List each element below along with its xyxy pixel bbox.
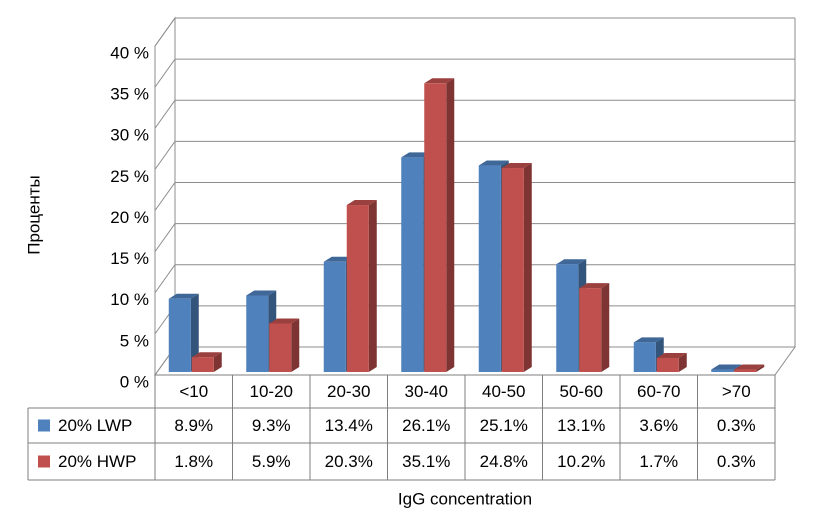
bar-side — [213, 352, 222, 372]
y-tick-label: 30 % — [110, 126, 149, 145]
data-label: 24.8% — [480, 452, 528, 471]
bar-top — [734, 364, 765, 370]
x-tick-label: 50-60 — [560, 382, 603, 401]
bar-top — [556, 259, 587, 265]
legend-label: 20% HWP — [58, 452, 136, 471]
y-tick-label: 25 % — [110, 167, 149, 186]
bar — [501, 168, 524, 372]
bar — [633, 342, 656, 372]
grid-line — [154, 58, 795, 88]
bar-side — [601, 283, 610, 372]
bar — [323, 261, 346, 372]
bar-top — [579, 283, 610, 289]
bar — [734, 369, 757, 372]
bar-top — [168, 293, 199, 299]
bar-top — [424, 78, 455, 84]
data-label: 13.4% — [325, 416, 373, 435]
bar-side — [756, 364, 765, 372]
bar-top — [633, 337, 664, 343]
x-tick-label: 30-40 — [405, 382, 448, 401]
bar — [556, 264, 579, 372]
x-tick-label: 20-30 — [327, 382, 370, 401]
bar-top — [191, 352, 222, 358]
bar-top — [711, 364, 742, 370]
bar — [656, 358, 679, 372]
y-tick-label: 0 % — [120, 372, 149, 391]
data-label: 8.9% — [174, 416, 213, 435]
bar-top — [269, 318, 300, 324]
x-tick-label: 10-20 — [250, 382, 293, 401]
grid-line — [154, 264, 795, 294]
data-label: 0.3% — [717, 416, 756, 435]
x-tick-label: <10 — [179, 382, 208, 401]
bar — [191, 357, 214, 372]
data-label: 13.1% — [557, 416, 605, 435]
data-label: 20.3% — [325, 452, 373, 471]
bar — [424, 83, 447, 373]
data-label: 5.9% — [252, 452, 291, 471]
x-tick-label: 60-70 — [637, 382, 680, 401]
legend-label: 20% LWP — [58, 416, 132, 435]
bar-top — [656, 353, 687, 359]
data-label: 3.6% — [639, 416, 678, 435]
y-tick-label: 35 % — [110, 85, 149, 104]
data-label: 26.1% — [402, 416, 450, 435]
bar-side — [368, 200, 377, 372]
grid-line — [154, 140, 795, 170]
bar — [269, 323, 292, 372]
data-label: 1.7% — [639, 452, 678, 471]
bar-side — [291, 318, 300, 372]
bar-top — [501, 163, 532, 169]
bar — [168, 298, 191, 372]
y-tick-label: 10 % — [110, 290, 149, 309]
y-tick-label: 5 % — [120, 331, 149, 350]
data-label: 35.1% — [402, 452, 450, 471]
grid-line — [154, 17, 795, 47]
x-tick-label: >70 — [722, 382, 751, 401]
bar-top — [478, 160, 509, 166]
y-tick-label: 20 % — [110, 208, 149, 227]
data-label: 25.1% — [480, 416, 528, 435]
y-tick-label: 15 % — [110, 249, 149, 268]
bar-top — [246, 290, 277, 296]
bar — [246, 295, 269, 372]
x-axis-label: IgG concentration — [398, 489, 532, 508]
data-label: 9.3% — [252, 416, 291, 435]
grid-line — [154, 182, 795, 211]
bar-top — [323, 256, 354, 262]
grid-line — [154, 99, 795, 129]
data-label: 0.3% — [717, 452, 756, 471]
grid-line — [154, 223, 795, 252]
y-tick-label: 40 % — [110, 43, 149, 62]
data-label: 10.2% — [557, 452, 605, 471]
bar — [346, 205, 369, 372]
bar-top — [346, 200, 377, 206]
bar-side — [678, 353, 687, 372]
legend-swatch — [38, 419, 50, 432]
bar-side — [190, 293, 199, 372]
bar-side — [523, 163, 532, 372]
bar — [401, 157, 424, 372]
x-tick-label: 40-50 — [482, 382, 525, 401]
bar — [711, 369, 734, 372]
bar-side — [446, 78, 455, 373]
data-label: 1.8% — [174, 452, 213, 471]
legend-swatch — [38, 455, 50, 468]
bar — [579, 288, 602, 372]
bar — [478, 165, 501, 372]
y-axis-label: Проценты — [24, 175, 43, 255]
bar-top — [401, 152, 432, 158]
